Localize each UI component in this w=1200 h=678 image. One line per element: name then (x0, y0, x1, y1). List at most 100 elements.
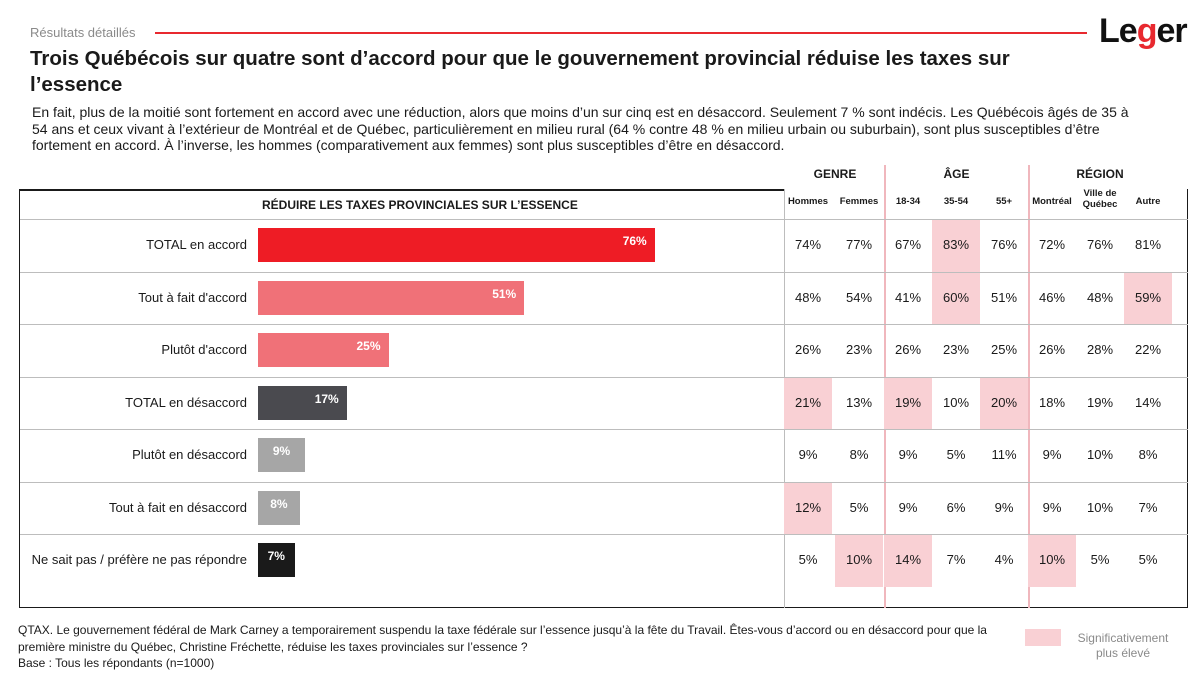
table-cell: 7% (946, 552, 966, 568)
table-cell: 20% (990, 394, 1018, 410)
question-line: QTAX. Le gouvernement fédéral de Mark Ca… (18, 623, 987, 654)
significant-highlight (932, 272, 980, 324)
table-cell: 5% (798, 552, 818, 568)
table-cell: 19% (894, 394, 922, 410)
table-cell: 67% (894, 237, 922, 253)
bar-value-label: 51% (492, 286, 517, 301)
group-header-genre: GENRE (813, 167, 857, 181)
column-header: 55+ (995, 196, 1013, 207)
table-cell: 48% (1086, 289, 1114, 305)
row-divider (20, 376, 1188, 378)
column-header: Autre (1135, 196, 1161, 207)
table-cell: 74% (794, 237, 822, 253)
table-cell: 10% (1086, 447, 1114, 463)
table-cell: 6% (946, 499, 966, 515)
column-header: Montréal (1032, 196, 1072, 207)
significant-highlight (932, 220, 980, 272)
table-cell: 9% (898, 447, 918, 463)
row-divider (20, 534, 1188, 535)
table-cell: 23% (942, 342, 970, 358)
table-cell: 5% (946, 447, 966, 463)
table-title: RÉDUIRE LES TAXES PROVINCIALES SUR L’ESS… (262, 198, 578, 212)
logo-prefix: Le (1099, 12, 1138, 50)
bar-value-label: 8% (270, 496, 288, 511)
bar-total-desaccord (258, 385, 347, 420)
legend-label: Significativement plus élevé (1077, 631, 1169, 660)
bar-value-label: 76% (622, 234, 647, 249)
logo-g: g (1136, 12, 1158, 50)
table-cell: 5% (849, 499, 869, 515)
table-top-border (19, 189, 784, 191)
category-label-plutot-accord: Plutôt d'accord (161, 342, 247, 358)
bar-plutot-desaccord (258, 438, 305, 473)
table-cell: 48% (794, 289, 822, 305)
table-cell: 9% (994, 499, 1014, 515)
category-label-tout-a-fait-accord: Tout à fait d'accord (138, 289, 247, 305)
group-header-region: RÉGION (1076, 167, 1124, 181)
table-cell: 9% (798, 447, 818, 463)
bar-total-accord (258, 228, 655, 263)
table-cell: 26% (894, 342, 922, 358)
table-cell: 4% (994, 552, 1014, 568)
significant-highlight (1028, 535, 1076, 587)
bar-tout-a-fait-desaccord (258, 490, 300, 525)
table-cell: 5% (1090, 552, 1110, 568)
table-cell: 46% (1038, 289, 1066, 305)
row-divider (20, 481, 1188, 483)
base-line: Base : Tous les répondants (n=1000) (18, 656, 215, 670)
page-subtitle: En fait, plus de la moitié sont fortemen… (32, 104, 1129, 153)
table-cell: 59% (1134, 289, 1162, 305)
table-cell: 26% (1038, 342, 1066, 358)
category-label-tout-a-fait-desaccord: Tout à fait en désaccord (108, 499, 247, 515)
legend-swatch (1025, 629, 1061, 646)
category-label-plutot-desaccord: Plutôt en désaccord (132, 447, 247, 463)
group-header-age: ÂGE (943, 167, 970, 181)
table-cell: 26% (794, 342, 822, 358)
table-cell: 76% (1086, 237, 1114, 253)
table-cell: 9% (1042, 447, 1062, 463)
table-cell: 11% (991, 447, 1017, 463)
table-cell: 28% (1086, 342, 1114, 358)
bar-value-label: 9% (272, 444, 291, 459)
significant-highlight (784, 482, 832, 534)
significant-highlight (884, 377, 932, 429)
table-cell: 14% (1134, 394, 1162, 410)
table-cell: 7% (1138, 499, 1158, 515)
table-cell: 60% (942, 289, 970, 305)
table-cell: 9% (898, 499, 918, 515)
table-frame (19, 189, 1188, 608)
category-label-total-accord: TOTAL en accord (146, 237, 247, 253)
age-region-separator (1028, 165, 1030, 608)
row-divider (20, 324, 1188, 325)
table-cell: 22% (1134, 342, 1162, 358)
bar-tout-a-fait-accord (258, 280, 525, 315)
table-cell: 51% (990, 289, 1018, 305)
section-label: Résultats détaillés (30, 25, 136, 40)
header-rule (155, 32, 1087, 34)
logo-suffix: er (1156, 12, 1187, 50)
table-cell: 10% (942, 394, 970, 410)
significant-highlight (980, 377, 1028, 429)
table-cell: 10% (845, 552, 873, 568)
significant-highlight (1124, 272, 1172, 324)
column-header: 35-54 (943, 196, 969, 207)
category-label-total-desaccord: TOTAL en désaccord (125, 394, 247, 410)
bar-ne-sait-pas (258, 543, 295, 578)
question-text: QTAX. Le gouvernement fédéral de Mark Ca… (18, 622, 1008, 672)
table-cell: 14% (894, 552, 922, 568)
significant-highlight (884, 535, 932, 587)
column-header: 18-34 (895, 196, 921, 207)
significant-highlight (784, 377, 832, 429)
table-cell: 83% (942, 237, 970, 253)
leger-logo: Leger (1099, 12, 1189, 62)
table-cell: 13% (845, 394, 873, 410)
table-cell: 25% (990, 342, 1018, 358)
table-cell: 10% (1086, 499, 1114, 515)
row-divider (20, 271, 1188, 273)
bar-value-label: 25% (356, 339, 381, 354)
table-cell: 8% (1138, 447, 1158, 463)
bar-value-label: 7% (267, 549, 285, 564)
table-cell: 18% (1038, 394, 1066, 410)
column-header: Femmes (839, 196, 879, 207)
table-cell: 8% (849, 447, 869, 463)
